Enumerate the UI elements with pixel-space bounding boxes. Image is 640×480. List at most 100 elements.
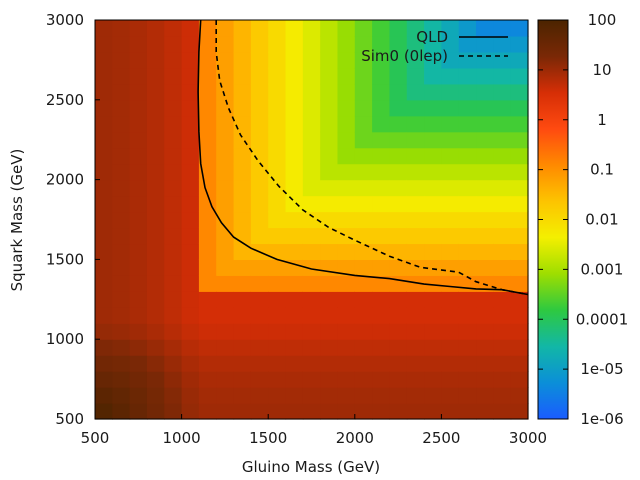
heatmap-cell <box>302 83 321 101</box>
heatmap-cell <box>372 339 391 356</box>
heatmap-cell <box>95 291 113 308</box>
heatmap-cell <box>493 35 512 53</box>
heatmap-cell <box>337 371 356 388</box>
heatmap-cell <box>493 403 512 420</box>
heatmap-cell <box>441 179 460 197</box>
heatmap-cell <box>181 275 200 292</box>
heatmap-cell <box>372 275 391 292</box>
heatmap-cell <box>441 227 460 245</box>
heatmap-cell <box>441 99 460 117</box>
heatmap-cell <box>372 323 391 340</box>
heatmap-cell <box>458 20 477 37</box>
legend-label-sim0: Sim0 (0lep) <box>361 47 448 65</box>
heatmap-cell <box>406 355 425 372</box>
heatmap-cell <box>95 339 113 356</box>
heatmap-cell <box>146 355 165 372</box>
heatmap-cell <box>458 147 477 165</box>
heatmap-cell <box>112 211 131 229</box>
heatmap-cell <box>337 67 356 85</box>
heatmap-cell <box>458 387 477 404</box>
heatmap-cell <box>233 51 252 69</box>
heatmap-cell <box>476 20 494 37</box>
heatmap-cell <box>302 387 321 404</box>
y-tick-label: 1500 <box>46 250 84 268</box>
heatmap-cell <box>476 131 494 149</box>
heatmap-cell <box>510 115 529 133</box>
heatmap-cell <box>320 99 339 117</box>
heatmap-cell <box>95 99 113 117</box>
heatmap-cell <box>164 51 183 69</box>
heatmap-cell <box>250 339 269 356</box>
heatmap-cell <box>181 195 200 213</box>
heatmap-cell <box>476 371 494 388</box>
heatmap-cell <box>302 131 321 149</box>
heatmap-cell <box>354 67 373 85</box>
heatmap-cell <box>285 355 304 372</box>
x-axis: 500 1000 1500 2000 2500 3000 <box>81 414 547 447</box>
heatmap-cell <box>181 403 200 420</box>
heatmap-cell <box>476 147 494 165</box>
heatmap-cell <box>129 243 148 260</box>
heatmap-cell <box>250 291 269 308</box>
heatmap-cell <box>233 163 252 181</box>
heatmap-cell <box>95 307 113 324</box>
heatmap-cell <box>320 35 339 53</box>
heatmap-cell <box>493 387 512 404</box>
heatmap-cell <box>406 291 425 308</box>
heatmap-cell <box>302 211 321 229</box>
heatmap-cell <box>372 83 391 101</box>
heatmap-cell <box>389 387 408 404</box>
y-tick-label: 2500 <box>46 91 84 109</box>
heatmap-cell <box>164 35 183 53</box>
heatmap-cell <box>233 131 252 149</box>
heatmap-cell <box>476 243 494 260</box>
heatmap-cell <box>198 275 217 292</box>
heatmap-cell <box>337 179 356 197</box>
heatmap-cell <box>181 163 200 181</box>
heatmap-cell <box>164 115 183 133</box>
heatmap-cell <box>389 211 408 229</box>
heatmap-cell <box>337 387 356 404</box>
heatmap-cell <box>476 355 494 372</box>
heatmap-cell <box>146 51 165 69</box>
colorbar-tick-label: 0.01 <box>585 211 618 229</box>
heatmap-cell <box>216 259 235 276</box>
heatmap-cell <box>424 147 442 165</box>
heatmap-cell <box>198 227 217 245</box>
heatmap-cell <box>268 67 287 85</box>
heatmap-cell <box>424 163 442 181</box>
heatmap-cell <box>112 195 131 213</box>
heatmap-cell <box>146 67 165 85</box>
heatmap-cell <box>458 291 477 308</box>
heatmap-cell <box>302 227 321 245</box>
heatmap-cell <box>406 243 425 260</box>
heatmap-cell <box>493 339 512 356</box>
heatmap-cell <box>181 227 200 245</box>
heatmap-cell <box>250 307 269 324</box>
heatmap-cell <box>198 211 217 229</box>
heatmap-cell <box>406 387 425 404</box>
heatmap-cell <box>268 99 287 117</box>
heatmap-cell <box>164 211 183 229</box>
heatmap-cell <box>510 131 529 149</box>
heatmap-cell <box>164 67 183 85</box>
heatmap-cell <box>441 387 460 404</box>
heatmap-cell <box>441 20 460 37</box>
x-tick-label: 2000 <box>336 429 374 447</box>
heatmap-cell <box>406 51 425 69</box>
heatmap-cell <box>493 67 512 85</box>
heatmap-cell <box>458 403 477 420</box>
heatmap-cell <box>95 243 113 260</box>
heatmap-cell <box>198 67 217 85</box>
plot-frame <box>94 19 529 420</box>
heatmap-cell <box>424 339 442 356</box>
heatmap-cell <box>406 307 425 324</box>
heatmap-cell <box>268 163 287 181</box>
heatmap-cell <box>268 371 287 388</box>
heatmap-cell <box>285 211 304 229</box>
heatmap-cell <box>146 35 165 53</box>
heatmap-cell <box>354 83 373 101</box>
heatmap-cell <box>216 291 235 308</box>
heatmap-cell <box>164 163 183 181</box>
heatmap-cell <box>458 243 477 260</box>
